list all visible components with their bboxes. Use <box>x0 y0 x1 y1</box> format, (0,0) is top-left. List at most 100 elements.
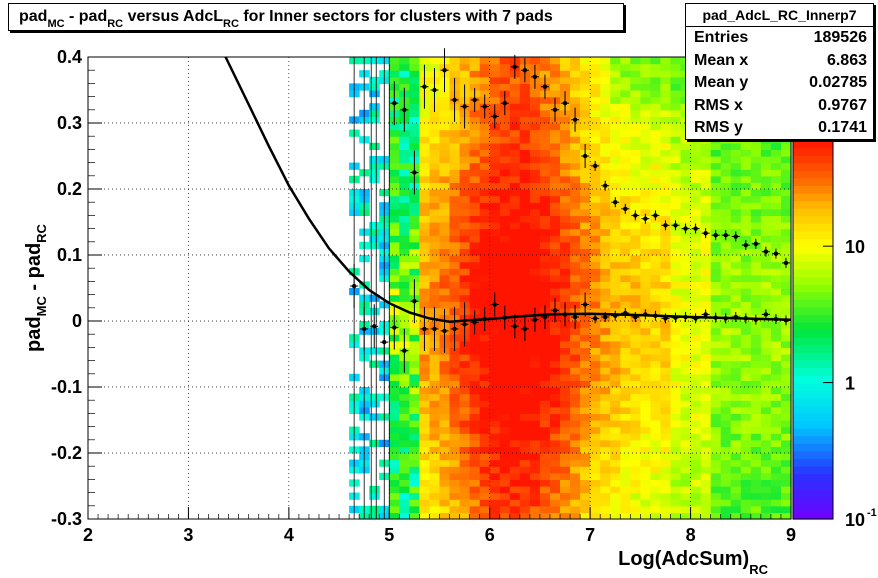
heatmap-cell <box>570 228 581 236</box>
heatmap-cell <box>389 459 400 467</box>
heatmap-cell <box>640 334 651 342</box>
heatmap-cell <box>700 301 712 309</box>
heatmap-cell <box>489 235 501 243</box>
heatmap-cell <box>570 354 581 362</box>
heatmap-cell <box>640 499 651 507</box>
heatmap-cell <box>519 281 531 289</box>
heatmap-cell <box>419 109 430 117</box>
palette-band <box>793 405 833 414</box>
heatmap-cell <box>389 189 400 197</box>
heatmap-cell <box>760 354 772 362</box>
heatmap-cell <box>469 241 481 249</box>
heatmap-cell <box>650 499 661 507</box>
heatmap-cell <box>509 406 521 414</box>
heatmap-cell <box>730 486 742 494</box>
heatmap-cell <box>640 433 651 441</box>
heatmap-cell <box>509 142 521 150</box>
heatmap-cell <box>539 129 551 137</box>
heatmap-cell <box>620 439 631 447</box>
heatmap-cell <box>389 453 400 461</box>
heatmap-cell <box>650 373 661 381</box>
heatmap-cell <box>419 393 430 401</box>
heatmap-cell <box>610 512 621 520</box>
heatmap-cell <box>590 103 601 111</box>
heatmap-cell <box>760 439 772 447</box>
heatmap-cell <box>499 70 511 78</box>
heatmap-cell <box>409 241 420 249</box>
heatmap-cell <box>750 387 762 395</box>
heatmap-cell <box>740 472 752 480</box>
heatmap-cell <box>389 261 400 269</box>
heatmap-cell <box>760 142 772 150</box>
heatmap-cell <box>560 400 571 408</box>
heatmap-cell <box>610 367 621 375</box>
heatmap-cell <box>600 116 611 124</box>
heatmap-cell <box>560 420 571 428</box>
heatmap-cell <box>600 63 611 71</box>
heatmap-cell <box>750 486 762 494</box>
heatmap-cell <box>439 367 451 375</box>
heatmap-cell <box>539 162 551 170</box>
heatmap-cell <box>509 466 521 474</box>
heatmap-cell <box>730 215 742 223</box>
heatmap-cell <box>539 479 551 487</box>
heatmap-cell <box>399 294 410 302</box>
heatmap-cell <box>720 149 732 157</box>
heatmap-cell <box>399 136 410 144</box>
heatmap-cell <box>399 314 410 322</box>
heatmap-cell <box>399 492 410 500</box>
heatmap-cell <box>690 169 702 177</box>
heatmap-cell <box>760 195 772 203</box>
palette-band <box>793 215 833 224</box>
heatmap-cell <box>580 129 591 137</box>
profile-main-point <box>733 314 738 320</box>
profile-upper-point <box>492 114 497 119</box>
heatmap-cell <box>740 215 752 223</box>
heatmap-cell <box>399 486 410 494</box>
heatmap-cell <box>580 459 591 467</box>
heatmap-cell <box>650 83 661 91</box>
heatmap-cell <box>740 255 752 263</box>
heatmap-cell <box>670 182 682 190</box>
profile-upper-point <box>562 101 568 106</box>
heatmap-cell <box>489 334 501 342</box>
heatmap-cell <box>369 360 380 368</box>
heatmap-cell <box>710 195 722 203</box>
heatmap-cell <box>580 255 591 263</box>
heatmap-cell <box>690 459 702 467</box>
axes: 2 3 4 5 6 7 8 9-0.3-0.2-0.100.10.20.30.4 <box>51 47 796 545</box>
heatmap-cell <box>499 512 511 520</box>
heatmap-cell <box>459 222 471 230</box>
heatmap-cell <box>449 57 461 65</box>
heatmap-cell <box>539 57 551 65</box>
heatmap-cell <box>781 195 792 203</box>
heatmap-cell <box>781 466 792 474</box>
heatmap-cell <box>580 63 591 71</box>
heatmap-cell <box>650 505 661 513</box>
heatmap-cell <box>670 116 682 124</box>
heatmap-cell <box>740 294 752 302</box>
heatmap-cell <box>479 274 491 282</box>
heatmap-cell <box>469 182 481 190</box>
heatmap-cell <box>469 70 481 78</box>
heatmap-cell <box>770 426 782 434</box>
heatmap-cell <box>459 512 471 520</box>
heatmap-cell <box>770 334 782 342</box>
heatmap-cell <box>550 63 561 71</box>
heatmap-cell <box>610 248 621 256</box>
heatmap-cell <box>590 307 601 315</box>
heatmap-cell <box>570 175 581 183</box>
heatmap-cell <box>560 142 571 150</box>
heatmap-cell <box>509 288 521 296</box>
heatmap-cell <box>640 459 651 467</box>
heatmap-cell <box>499 57 511 65</box>
heatmap-cell <box>600 129 611 137</box>
profile-main-point <box>572 314 578 320</box>
heatmap-cell <box>519 83 531 91</box>
heatmap-cell <box>770 182 782 190</box>
heatmap-cell <box>720 307 732 315</box>
heatmap-cell <box>610 426 621 434</box>
heatmap-cell <box>730 241 742 249</box>
heatmap-cell <box>429 235 441 243</box>
heatmap-cell <box>740 426 752 434</box>
